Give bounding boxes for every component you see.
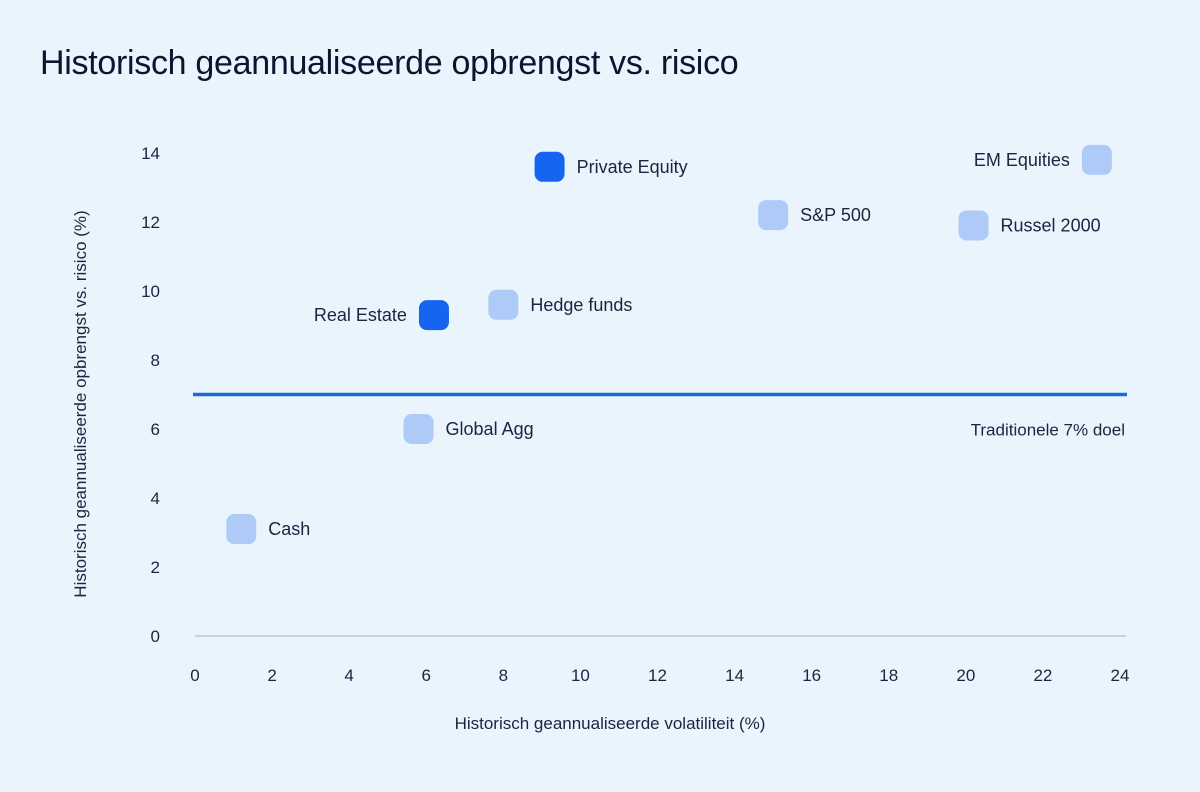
y-tick-label: 0 xyxy=(151,627,160,646)
data-point-label: EM Equities xyxy=(974,150,1070,170)
x-tick-label: 2 xyxy=(267,666,276,685)
data-point-label: Global Agg xyxy=(446,419,534,439)
y-tick-label: 10 xyxy=(141,282,160,301)
data-point xyxy=(226,514,257,545)
data-point xyxy=(1081,144,1112,175)
data-point-label: S&P 500 xyxy=(800,205,871,225)
x-axis-label: Historisch geannualiseerde volatiliteit … xyxy=(455,714,766,733)
x-tick-label: 0 xyxy=(190,666,199,685)
target-line-label: Traditionele 7% doel xyxy=(971,421,1125,440)
y-axis-label: Historisch geannualiseerde opbrengst vs.… xyxy=(71,210,90,597)
data-point xyxy=(758,200,789,231)
data-point-label: Russel 2000 xyxy=(1001,215,1101,235)
x-tick-label: 24 xyxy=(1111,666,1130,685)
data-point xyxy=(534,151,565,182)
x-tick-label: 10 xyxy=(571,666,590,685)
data-point xyxy=(418,300,449,331)
data-point-label: Real Estate xyxy=(314,305,407,325)
data-point xyxy=(958,210,989,241)
y-tick-label: 2 xyxy=(151,558,160,577)
x-tick-label: 16 xyxy=(802,666,821,685)
y-tick-label: 4 xyxy=(151,489,160,508)
data-point-label: Hedge funds xyxy=(530,295,632,315)
data-point-label: Private Equity xyxy=(577,157,688,177)
data-point xyxy=(403,414,434,444)
x-tick-label: 4 xyxy=(344,666,353,685)
x-tick-label: 20 xyxy=(956,666,975,685)
x-tick-label: 6 xyxy=(422,666,431,685)
data-point xyxy=(488,289,519,320)
x-tick-label: 22 xyxy=(1033,666,1052,685)
chart-title: Historisch geannualiseerde opbrengst vs.… xyxy=(40,44,739,82)
x-tick-label: 14 xyxy=(725,666,744,685)
data-point-label: Cash xyxy=(268,519,310,539)
x-tick-label: 18 xyxy=(879,666,898,685)
y-tick-label: 12 xyxy=(141,213,160,232)
x-tick-label: 8 xyxy=(499,666,508,685)
x-tick-label: 12 xyxy=(648,666,667,685)
y-tick-label: 8 xyxy=(151,351,160,370)
y-tick-label: 14 xyxy=(141,144,160,163)
y-tick-label: 6 xyxy=(151,420,160,439)
